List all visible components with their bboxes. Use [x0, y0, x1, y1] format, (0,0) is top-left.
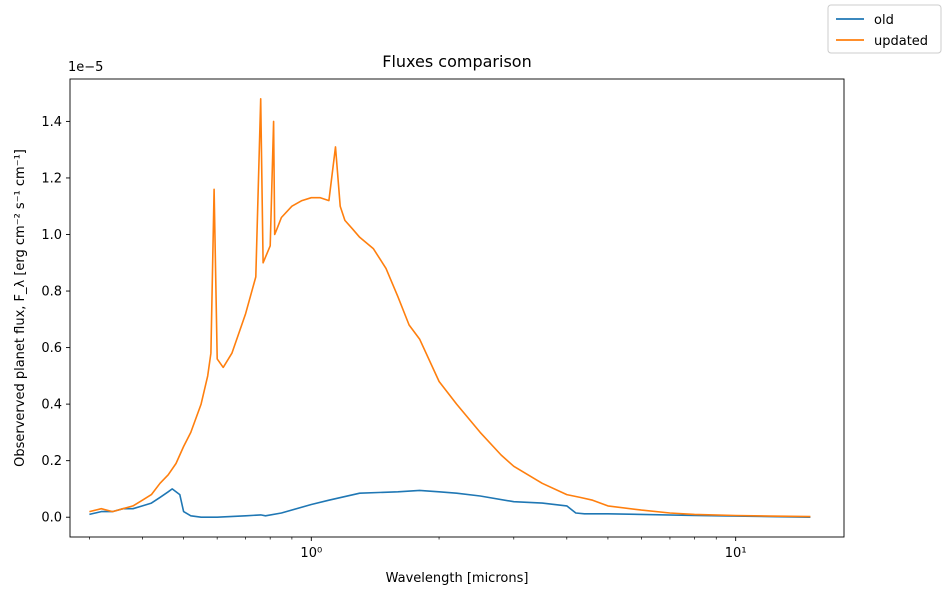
series-line-updated	[89, 98, 811, 518]
legend: old updated	[827, 4, 942, 54]
plot-area	[89, 98, 811, 519]
y-tick-label: 1.2	[41, 171, 62, 186]
x-tick-label: 10⁰	[300, 546, 322, 561]
y-tick-label: 0.0	[41, 511, 62, 526]
y-tick-label: 0.2	[41, 454, 62, 469]
y-tick-label: 1.0	[41, 228, 62, 243]
legend-label-updated: updated	[874, 34, 928, 49]
y-tick-label: 0.4	[41, 398, 62, 413]
y-axis-offset-label: 1e−5	[68, 60, 103, 75]
y-axis: 0.0 0.2 0.4 0.6 0.8 1.0 1.2 1.4	[41, 115, 70, 526]
x-tick-label: 10¹	[725, 546, 747, 561]
y-axis-label: Observerved planet flux, F_λ [erg cm⁻² s…	[13, 149, 28, 467]
x-axis: 10⁰ 10¹	[89, 537, 747, 561]
x-axis-label: Wavelength [microns]	[386, 571, 529, 586]
series-line-old	[89, 488, 811, 519]
axes-frame	[69, 78, 845, 538]
y-tick-label: 0.8	[41, 285, 62, 300]
legend-box	[827, 4, 942, 54]
y-tick-label: 0.6	[41, 341, 62, 356]
chart-title: Fluxes comparison	[382, 52, 531, 71]
y-tick-label: 1.4	[41, 115, 62, 130]
legend-label-old: old	[874, 13, 894, 28]
